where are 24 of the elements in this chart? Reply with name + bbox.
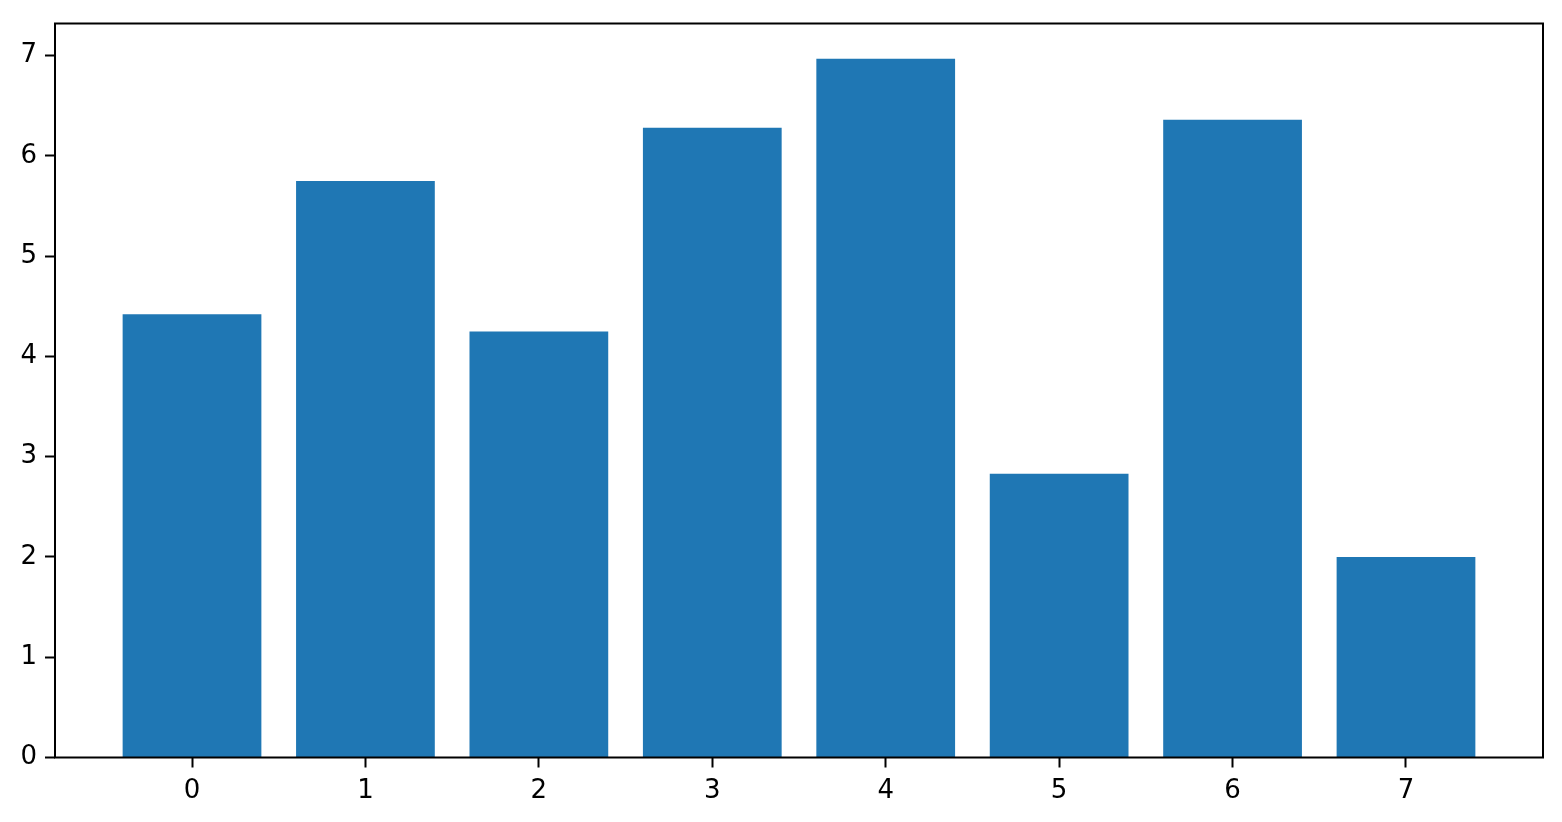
y-tick-label: 5 [20,238,37,269]
x-tick-label: 1 [357,773,374,804]
bar [469,331,609,757]
y-tick-label: 4 [20,339,37,370]
x-tick-label: 7 [1397,773,1415,804]
bar [1336,556,1476,757]
y-tick-label: 7 [20,38,37,69]
y-tick-label: 1 [20,639,37,670]
bar [642,127,782,757]
x-tick-label: 3 [704,773,721,804]
bar [989,473,1129,757]
x-tick-label: 4 [877,773,894,804]
bar [296,181,435,757]
y-tick-label: 0 [20,740,37,771]
bar [122,314,262,757]
x-tick-label: 0 [183,773,201,804]
y-tick-label: 6 [20,138,37,169]
bar [816,58,956,757]
x-tick-label: 6 [1224,773,1241,804]
y-tick-label: 2 [20,539,37,570]
bar [1163,119,1302,757]
x-tick-label: 2 [530,773,548,804]
x-tick-label: 5 [1050,773,1068,804]
y-tick-label: 3 [20,439,37,470]
